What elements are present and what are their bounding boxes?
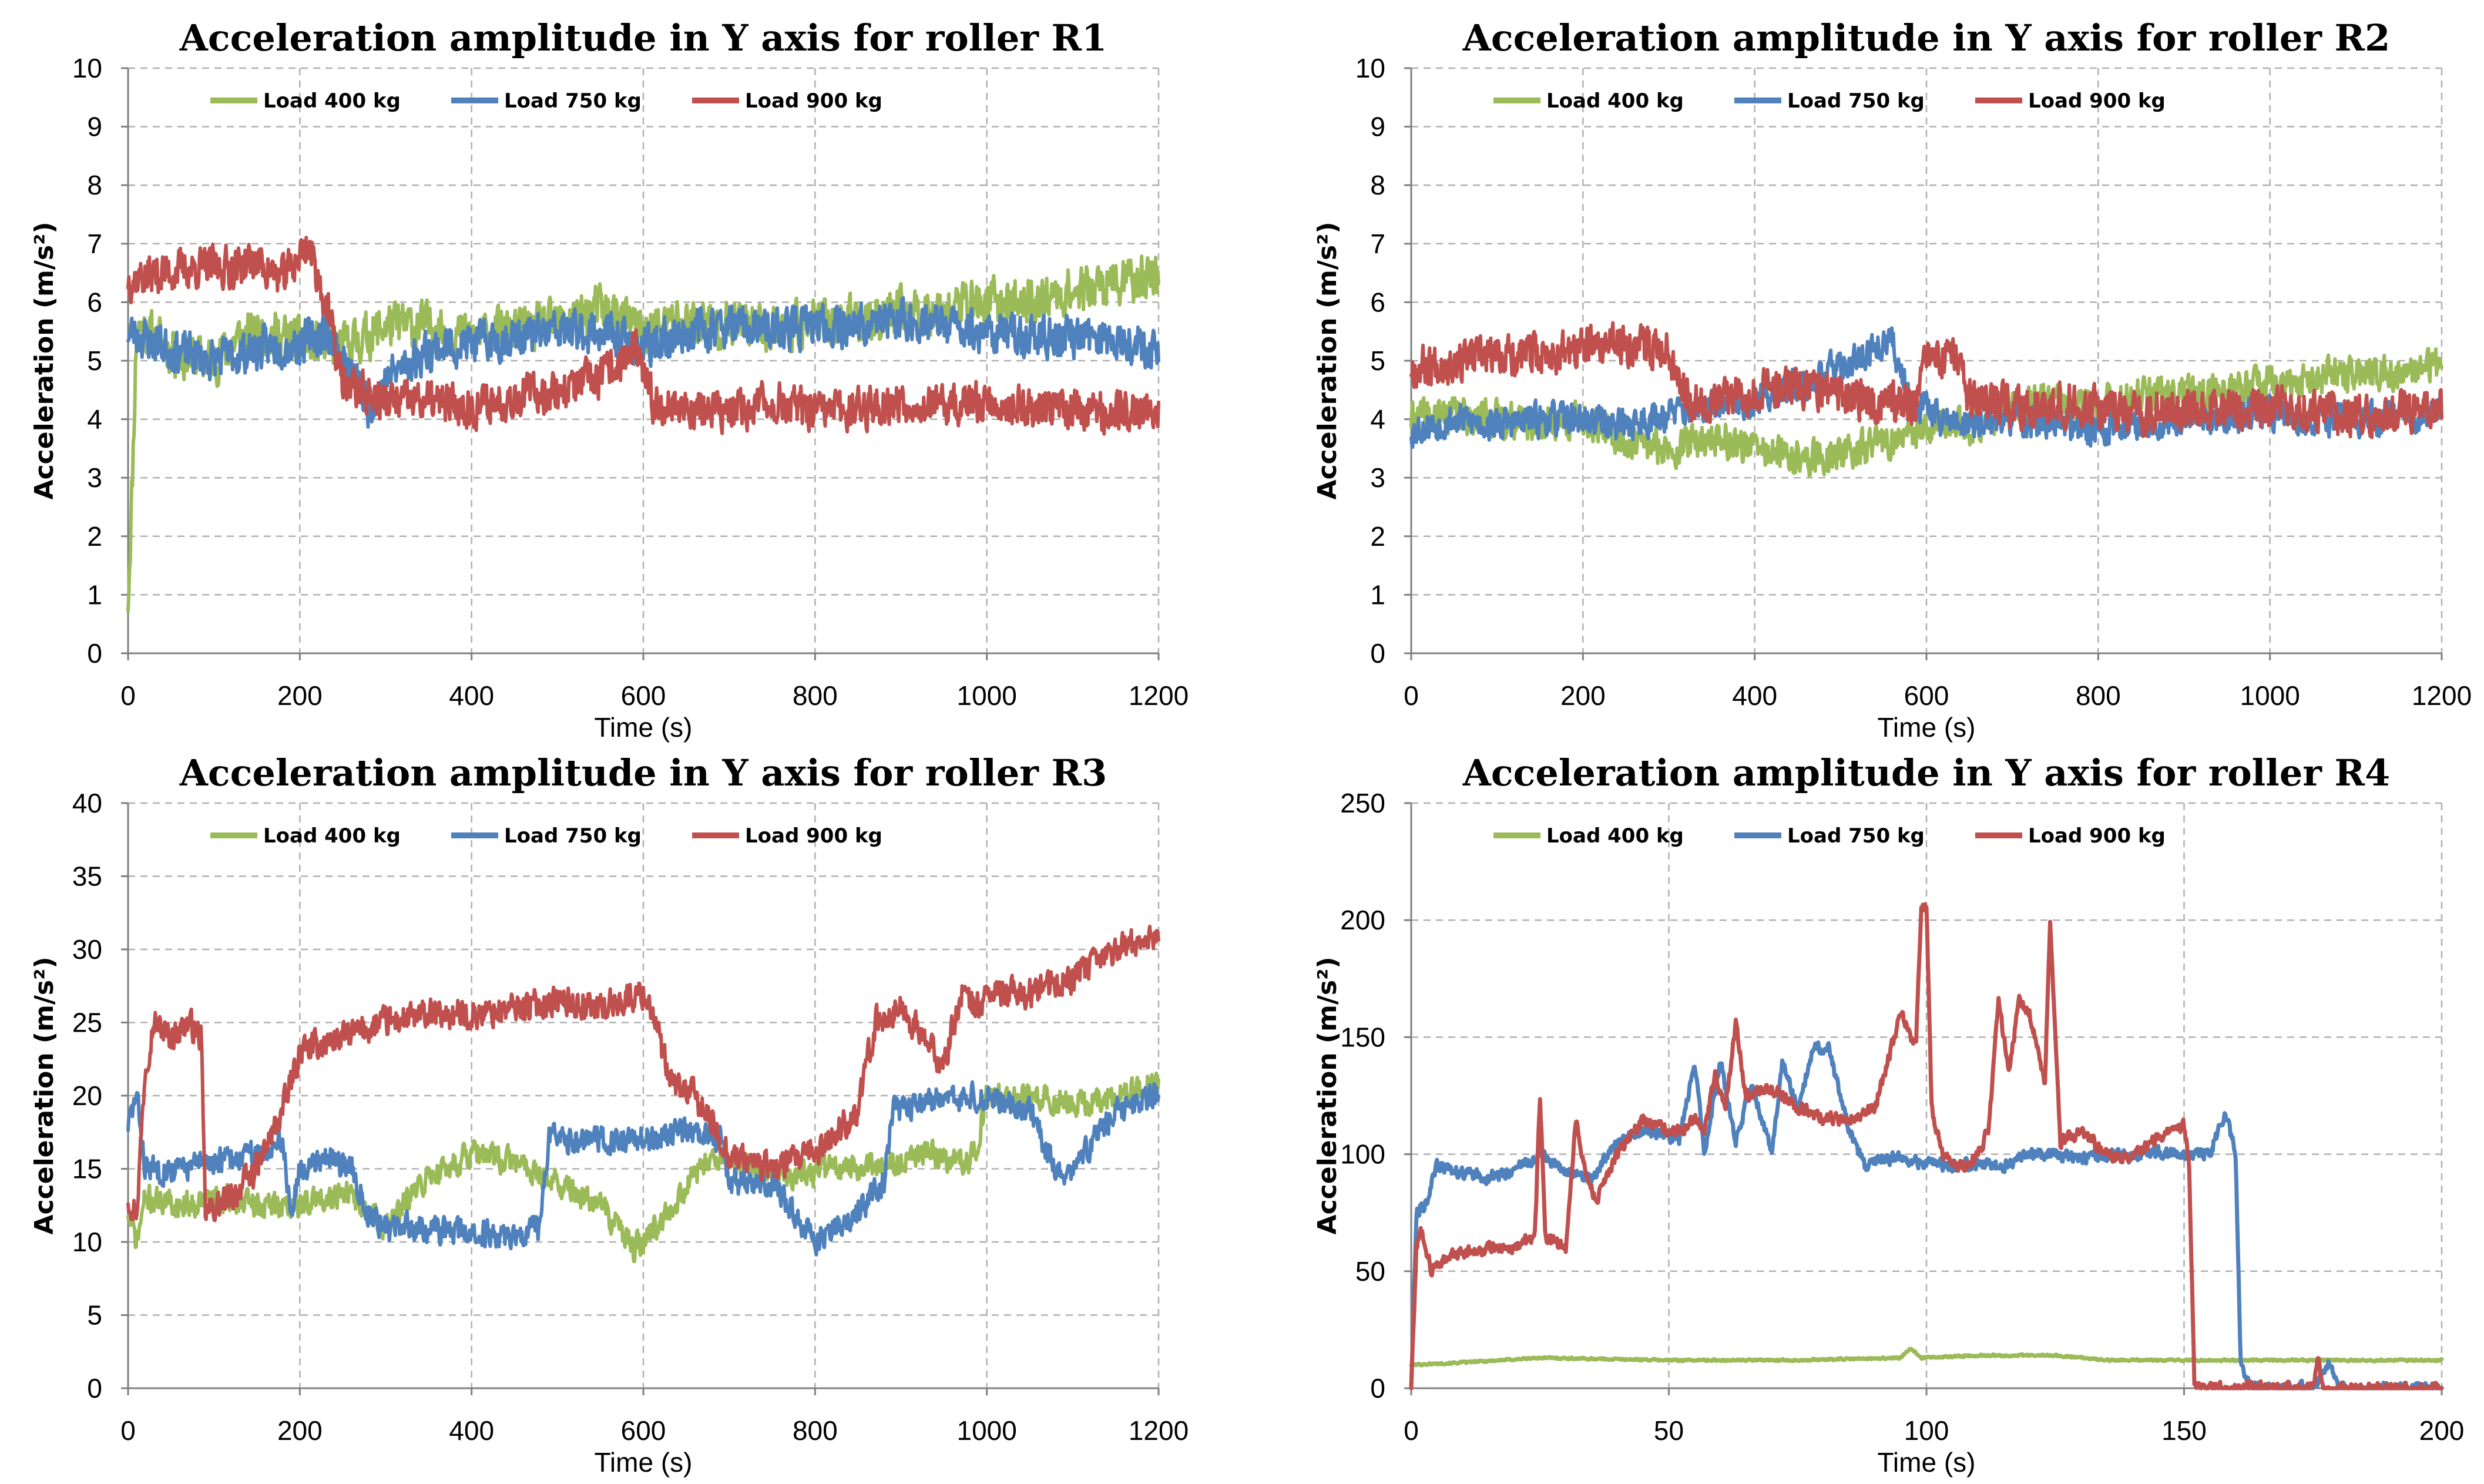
series-line-load-900-kg [126,924,1160,1223]
y-tick-label: 9 [87,112,102,142]
y-tick-label: 1 [87,579,102,610]
y-tick-label: 5 [1370,345,1385,376]
y-tick-label: 200 [1340,905,1385,935]
legend-label: Load 400 kg [1546,89,1684,113]
series-line-load-900-kg [1409,902,2444,1391]
x-tick-label: 1000 [956,1415,1016,1446]
chart-r1: 0 1 2 3 4 5 6 7 8 9 10 0 200 400 600 800 1000 1200 Time (s… [29,16,1189,743]
x-axis-label: Time (s) [1878,1447,1976,1478]
x-tick-label: 0 [1404,680,1419,711]
chart-title: Acceleration amplitude in Y axis for rol… [179,16,1107,59]
y-tick-label: 3 [1370,462,1385,493]
x-tick-label: 1000 [2240,680,2300,711]
y-axis-label: Acceleration (m/s²) [29,957,59,1235]
x-tick-label: 400 [449,680,494,711]
x-tick-label: 800 [793,680,838,711]
y-tick-label: 0 [87,1373,102,1404]
y-tick-label: 0 [87,638,102,669]
y-tick-label: 8 [1370,170,1385,200]
x-tick-label: 600 [1904,680,1949,711]
x-axis-label: Time (s) [595,1447,693,1478]
legend-label: Load 900 kg [745,89,882,113]
x-tick-label: 1200 [1129,1415,1189,1446]
y-tick-label: 40 [72,788,102,818]
x-tick-label: 400 [1732,680,1777,711]
x-tick-label: 0 [120,680,136,711]
x-axis-label: Time (s) [1878,712,1976,743]
y-tick-label: 10 [1355,53,1385,83]
series-line-load-750-kg [126,1080,1160,1257]
y-tick-label: 100 [1340,1139,1385,1170]
legend-label: Load 900 kg [745,824,882,848]
y-tick-label: 7 [1370,229,1385,259]
y-tick-label: 250 [1340,788,1385,818]
x-tick-label: 1200 [2412,680,2472,711]
x-tick-label: 800 [2076,680,2121,711]
y-tick-label: 30 [72,934,102,965]
y-tick-label: 4 [87,404,102,435]
y-axis-label: Acceleration (m/s²) [29,222,59,500]
x-tick-label: 150 [2161,1415,2207,1446]
y-tick-label: 10 [72,53,102,83]
y-tick-label: 15 [72,1154,102,1184]
y-tick-label: 5 [87,345,102,376]
x-tick-label: 400 [449,1415,494,1446]
y-tick-label: 0 [1370,1373,1385,1404]
y-tick-label: 7 [87,229,102,259]
y-tick-label: 0 [1370,638,1385,669]
chart-title: Acceleration amplitude in Y axis for rol… [1462,16,2390,59]
legend-label: Load 400 kg [263,89,401,113]
chart-title: Acceleration amplitude in Y axis for rol… [179,751,1107,794]
y-tick-label: 4 [1370,404,1385,435]
y-tick-label: 8 [87,170,102,200]
series-line-load-750-kg [1409,326,2443,449]
x-tick-label: 200 [2419,1415,2465,1446]
x-tick-label: 200 [277,680,323,711]
legend-label: Load 900 kg [2028,824,2166,848]
x-tick-label: 600 [621,680,666,711]
x-tick-label: 50 [1654,1415,1684,1446]
y-tick-label: 5 [87,1300,102,1331]
x-tick-label: 100 [1904,1415,1949,1446]
y-tick-label: 10 [72,1227,102,1257]
y-tick-label: 2 [1370,521,1385,552]
x-tick-label: 200 [277,1415,323,1446]
x-tick-label: 200 [1560,680,1606,711]
x-tick-label: 600 [621,1415,666,1446]
y-tick-label: 6 [1370,287,1385,317]
y-tick-label: 25 [72,1008,102,1038]
y-tick-label: 2 [87,521,102,552]
y-tick-label: 150 [1340,1022,1385,1052]
x-tick-label: 800 [793,1415,838,1446]
series-line-load-400-kg [1409,1347,2444,1368]
chart-title: Acceleration amplitude in Y axis for rol… [1462,751,2390,794]
y-tick-label: 20 [72,1080,102,1111]
legend-label: Load 400 kg [1546,824,1684,848]
y-axis-label: Acceleration (m/s²) [1313,957,1342,1235]
legend-label: Load 750 kg [504,824,642,848]
x-tick-label: 0 [1404,1415,1419,1446]
y-tick-label: 35 [72,861,102,892]
legend-label: Load 900 kg [2028,89,2166,113]
x-tick-label: 1000 [956,680,1016,711]
y-tick-label: 1 [1370,579,1385,610]
y-tick-label: 6 [87,287,102,317]
legend-label: Load 750 kg [1787,89,1925,113]
series-line-load-900-kg [1409,321,2443,439]
y-tick-label: 3 [87,462,102,493]
x-tick-label: 1200 [1129,680,1189,711]
x-axis-label: Time (s) [595,712,693,743]
y-tick-label: 50 [1355,1256,1385,1287]
legend-label: Load 400 kg [263,824,401,848]
chart-r4: 0 50 100 150 200 250 0 50 100 150 200 Time (s) Accel… [1313,751,2464,1478]
legend-label: Load 750 kg [1787,824,1925,848]
chart-r2: 0 1 2 3 4 5 6 7 8 9 10 0 200 400 600 800 1000 1200 Time (s… [1313,16,2472,743]
y-axis-label: Acceleration (m/s²) [1313,222,1342,500]
x-tick-label: 0 [120,1415,136,1446]
y-tick-label: 9 [1370,112,1385,142]
series-line-load-900-kg [126,236,1160,436]
legend-label: Load 750 kg [504,89,642,113]
